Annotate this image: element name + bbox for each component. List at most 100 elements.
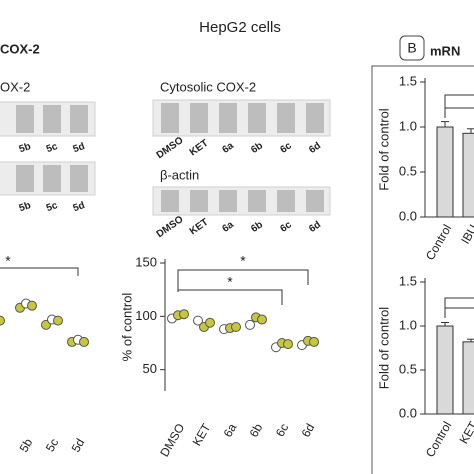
y-tick-label: 150 [135,254,157,269]
y-axis-label: Fold of control [376,307,391,389]
data-point [53,315,63,326]
significance-star: * [5,253,11,269]
data-point [309,336,319,347]
x-tick-label: 6d [299,421,318,440]
bar [436,325,454,415]
sig-bracket [444,307,474,318]
sig-bracket [444,107,474,118]
x-tick-label: KET [190,421,214,449]
blot-band [43,105,61,133]
blot-band [277,103,295,133]
lane-label: 6c [278,140,294,156]
panel-b-box [399,35,425,61]
data-point [193,315,203,326]
sig-bracket [177,269,309,290]
significance-star: * [227,274,233,290]
panel-b-title: mRN [430,43,460,58]
y-tick-label: 50 [143,361,157,376]
y-tick-label: 0.5 [399,163,417,178]
y-tick-label: 1.5 [399,73,417,88]
y-tick-label: 0.0 [399,405,417,420]
blot-label: Cytosolic COX-2 [160,79,256,94]
blot [152,99,331,137]
data-point [179,309,189,320]
x-tick-label: Control [423,222,454,263]
data-point [231,322,241,332]
blot-band [161,103,179,133]
y-tick-label: 1.0 [399,317,417,332]
y-tick-label: 1.5 [399,273,417,288]
bar [436,126,454,218]
panel-a-label: COX-2 [0,41,40,56]
lane-label: 5b [18,200,33,214]
blot-label: OX-2 [0,79,30,94]
lane-label: 5d [72,141,87,155]
lane-label: 6d [307,140,323,156]
lane-label: DMSO [155,214,186,240]
panel-b-frame [371,65,474,474]
blot-band [277,190,295,212]
blot [152,186,331,216]
blot-band [16,105,34,133]
x-tick-label: 6a [221,421,240,440]
blot-band [70,165,88,192]
y-tick-label: 0.0 [399,208,417,223]
lane-label: 6b [249,140,265,156]
data-point [205,317,215,328]
x-tick-label: KET [457,419,474,447]
y-tick-label: 1.0 [399,118,417,133]
blot-band [248,103,266,133]
x-tick-label: 5d [69,436,88,455]
blot-band [190,103,208,133]
data-point [283,339,293,350]
blot-band [248,190,266,212]
x-tick-label: DMSO [157,421,187,459]
data-point [257,314,267,325]
bar [462,132,474,218]
lane-label: 6c [278,219,294,235]
x-tick-label: 5b [17,436,36,455]
lane-label: KET [188,217,211,237]
blot-band [306,190,324,212]
blot-band [70,105,88,133]
blot-band [43,165,61,192]
blot-band [219,103,237,133]
panel-b-letter: B [407,40,416,56]
lane-label: 5b [18,141,33,155]
data-point [79,336,89,347]
blot-band [190,190,208,212]
x-tick-label: Control [423,419,454,460]
sig-bracket [177,289,283,305]
lane-label: 6a [220,219,236,235]
sig-bracket [444,94,474,118]
blot-band [16,165,34,192]
lane-label: 6b [249,219,265,235]
lane-label: 5c [45,141,60,155]
lane-label: 6a [220,140,236,156]
lane-label: 6d [307,219,323,235]
y-axis-label: Fold of control [376,108,391,190]
y-tick-label: 0.5 [399,361,417,376]
lane-label: DMSO [155,135,186,161]
x-tick-label: 5c [43,436,61,454]
lane-label: KET [188,138,211,158]
x-tick-label: 6c [273,421,291,439]
figure-title: HepG2 cells [199,19,281,36]
sig-bracket [0,267,79,276]
lane-label: 5c [45,200,60,214]
bar [462,341,474,415]
blot-band [306,103,324,133]
significance-star: * [240,253,246,269]
y-tick-label: 100 [135,308,157,323]
blot-band [161,190,179,212]
blot-label: β-actin [160,167,199,182]
data-point [245,319,255,330]
data-point [27,300,37,311]
y-axis-label: % of control [119,293,134,362]
x-tick-label: IBU [458,222,474,246]
x-tick-label: 6b [247,421,266,440]
blot-band [219,190,237,212]
data-point [0,315,5,326]
lane-label: 5d [72,200,87,214]
